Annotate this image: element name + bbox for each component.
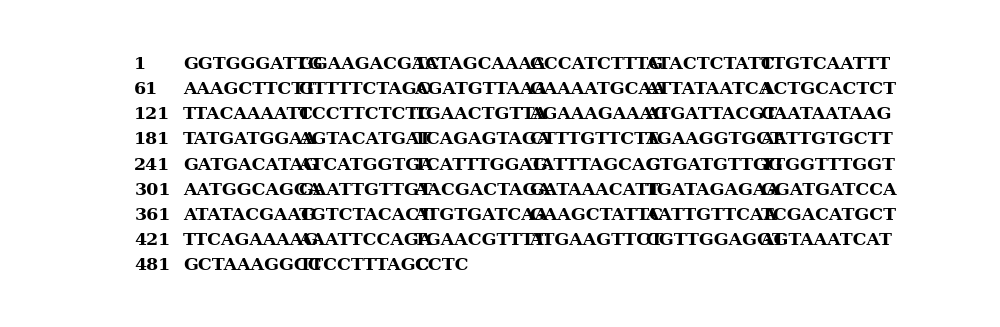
- Text: AGATGTTAAA: AGATGTTAAA: [414, 81, 547, 98]
- Text: AATTGTTCAA: AATTGTTCAA: [645, 207, 777, 224]
- Text: 1: 1: [134, 56, 146, 73]
- Text: ATCATGGTGA: ATCATGGTGA: [299, 157, 434, 174]
- Text: TTGGTTTGGT: TTGGTTTGGT: [761, 157, 895, 174]
- Text: GAATTGTTGT: GAATTGTTGT: [299, 182, 432, 199]
- Text: GATAAACATT: GATAAACATT: [530, 182, 661, 199]
- Text: TCGACATGCT: TCGACATGCT: [761, 207, 896, 224]
- Text: AATGGCAGCA: AATGGCAGCA: [183, 182, 321, 199]
- Text: GAAGCTATTC: GAAGCTATTC: [530, 207, 664, 224]
- Text: CGTTGGAGGT: CGTTGGAGGT: [645, 232, 785, 249]
- Text: ATTATAATCA: ATTATAATCA: [645, 81, 772, 98]
- Text: TATTTAGCAG: TATTTAGCAG: [530, 157, 661, 174]
- Text: TTGTCAATTT: TTGTCAATTT: [761, 56, 891, 73]
- Text: 361: 361: [134, 207, 171, 224]
- Text: GGATGATCCA: GGATGATCCA: [761, 182, 897, 199]
- Text: ATGAAGTTCT: ATGAAGTTCT: [530, 232, 664, 249]
- Text: TATAGCAAAA: TATAGCAAAA: [414, 56, 547, 73]
- Text: GGTGGGATTG: GGTGGGATTG: [183, 56, 323, 73]
- Text: TGATAGAGAA: TGATAGAGAA: [645, 182, 781, 199]
- Text: ACTGCACTCT: ACTGCACTCT: [761, 81, 896, 98]
- Text: 61: 61: [134, 81, 159, 98]
- Text: AGAAAGAAAG: AGAAAGAAAG: [530, 106, 669, 123]
- Text: TGAACGTTTT: TGAACGTTTT: [414, 232, 547, 249]
- Text: TCAGAGTAGA: TCAGAGTAGA: [414, 131, 551, 148]
- Text: ATGATTACGT: ATGATTACGT: [645, 106, 777, 123]
- Text: 481: 481: [134, 257, 171, 274]
- Text: CTTTGTTCTA: CTTTGTTCTA: [530, 131, 660, 148]
- Text: AACGACTAGA: AACGACTAGA: [414, 182, 551, 199]
- Text: 121: 121: [134, 106, 171, 123]
- Text: GAAAATGCAA: GAAAATGCAA: [530, 81, 666, 98]
- Text: 241: 241: [134, 157, 171, 174]
- Text: GTTTTCTAGC: GTTTTCTAGC: [299, 81, 431, 98]
- Text: GCCATCTTTG: GCCATCTTTG: [530, 56, 664, 73]
- Text: GCTAAAGGCC: GCTAAAGGCC: [183, 257, 322, 274]
- Text: ATATACGAAG: ATATACGAAG: [183, 207, 316, 224]
- Text: CCTC: CCTC: [414, 257, 469, 274]
- Text: 181: 181: [134, 131, 171, 148]
- Text: GGAAGACGAC: GGAAGACGAC: [299, 56, 440, 73]
- Text: AATTGTGCTT: AATTGTGCTT: [761, 131, 893, 148]
- Text: TATGATGGAA: TATGATGGAA: [183, 131, 317, 148]
- Text: ATACTCTATC: ATACTCTATC: [645, 56, 775, 73]
- Text: TTACAAAATT: TTACAAAATT: [183, 106, 313, 123]
- Text: TTCAGAAAAG: TTCAGAAAAG: [183, 232, 319, 249]
- Text: GATGACATAG: GATGACATAG: [183, 157, 318, 174]
- Text: TGAAGGTGCT: TGAAGGTGCT: [645, 131, 784, 148]
- Text: AAAGCTTCTT: AAAGCTTCTT: [183, 81, 316, 98]
- Text: 301: 301: [134, 182, 171, 199]
- Text: GTGATGTTGG: GTGATGTTGG: [645, 157, 783, 174]
- Text: AGTACATGAT: AGTACATGAT: [299, 131, 432, 148]
- Text: CCCTTCTCTC: CCCTTCTCTC: [299, 106, 433, 123]
- Text: 421: 421: [134, 232, 171, 249]
- Text: TTCCTTTAGC: TTCCTTTAGC: [299, 257, 430, 274]
- Text: CAATAATAAG: CAATAATAAG: [761, 106, 892, 123]
- Text: AGTAAATCAT: AGTAAATCAT: [761, 232, 892, 249]
- Text: TCATTTGGAG: TCATTTGGAG: [414, 157, 549, 174]
- Text: ATGTGATCAA: ATGTGATCAA: [414, 207, 548, 224]
- Text: TGAACTGTTA: TGAACTGTTA: [414, 106, 548, 123]
- Text: TGTCTACACT: TGTCTACACT: [299, 207, 433, 224]
- Text: AAATTCCAGA: AAATTCCAGA: [299, 232, 433, 249]
